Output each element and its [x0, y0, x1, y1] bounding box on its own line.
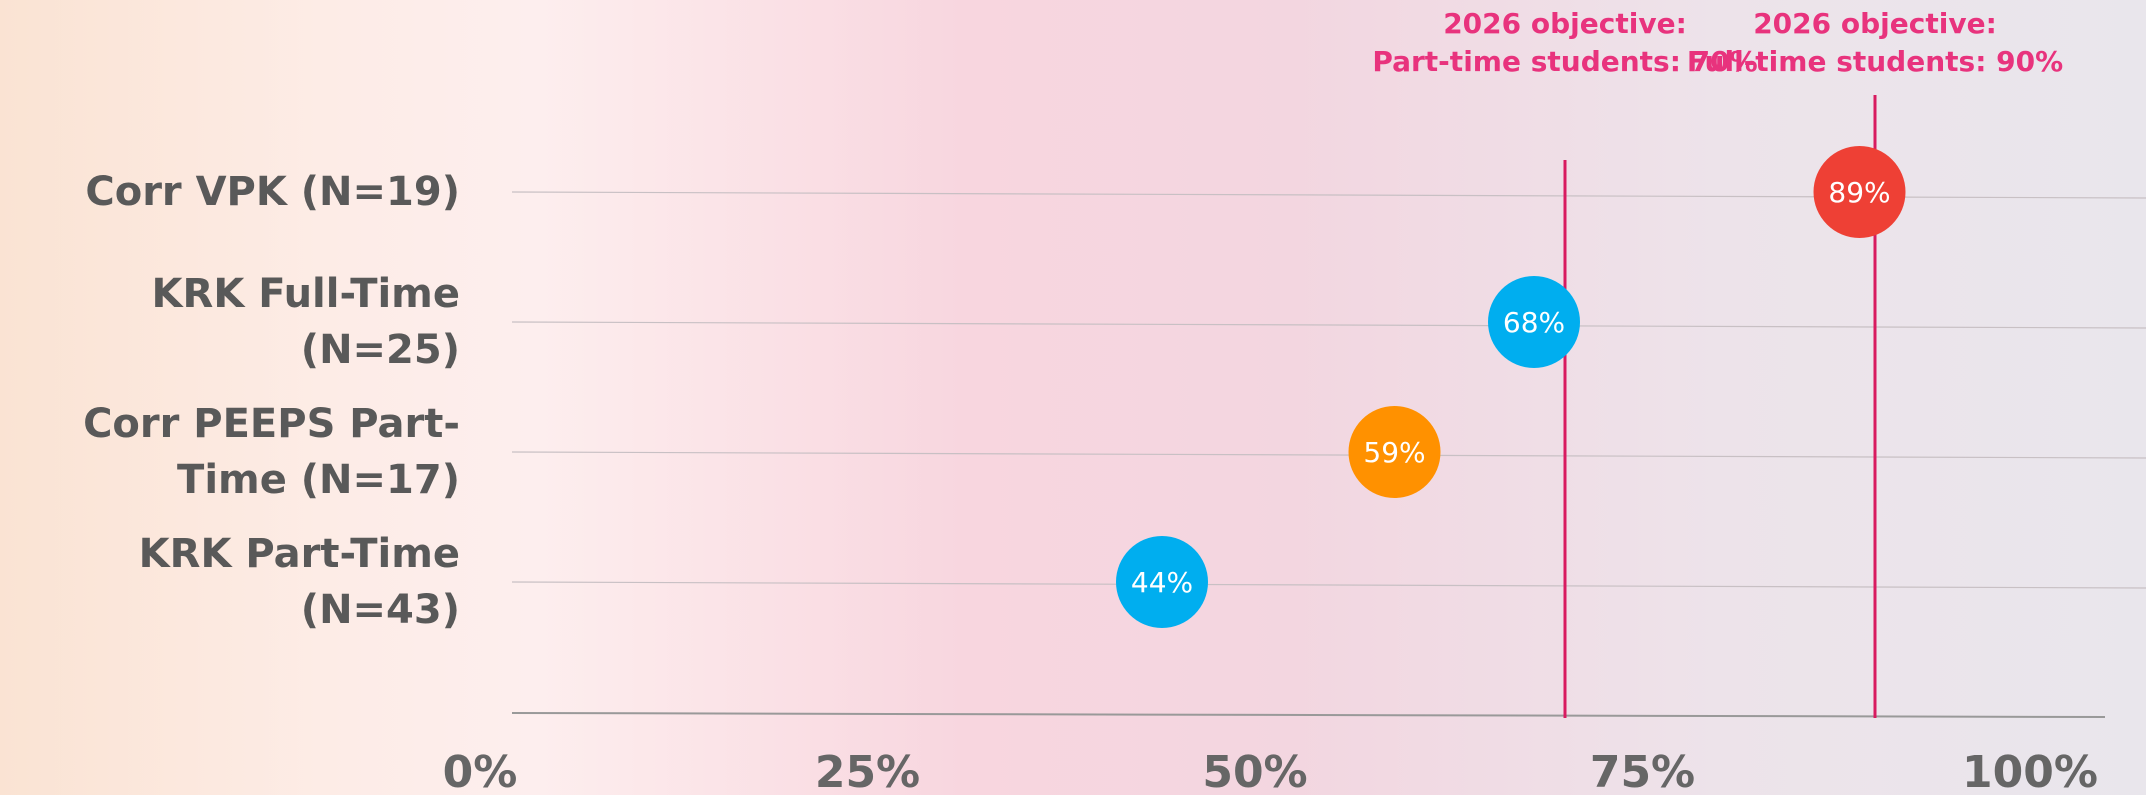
value-label: 44% [1131, 566, 1193, 599]
x-tick-label: 75% [1590, 747, 1695, 795]
category-label: Corr VPK (N=19) [85, 169, 460, 215]
dot [1488, 276, 1580, 368]
dot [1348, 406, 1441, 498]
value-label: 89% [1828, 176, 1890, 209]
x-tick-label: 0% [443, 747, 518, 795]
reference-label: Full-time students: 90% [1687, 45, 2063, 78]
x-tick-label: 50% [1202, 747, 1307, 795]
dot [1813, 146, 1906, 238]
value-label: 59% [1363, 436, 1425, 469]
grid-line [511, 451, 2146, 459]
category-label: KRK Full-Time (N=25) [151, 271, 460, 373]
reference-label: 2026 objective: [1753, 7, 1997, 40]
x-axis [511, 712, 2106, 718]
category-label: Corr PEEPS Part-Time (N=17) [83, 401, 460, 503]
reference-label: Part-time students: 70% [1372, 45, 1757, 78]
category-label: KRK Part-Time (N=43) [138, 531, 460, 633]
x-tick-label: 100% [1962, 747, 2098, 795]
value-label: 68% [1503, 306, 1565, 339]
grid-line [511, 321, 2146, 329]
grid-line [511, 581, 2146, 589]
x-tick-label: 25% [815, 747, 920, 795]
dot [1116, 536, 1208, 628]
reference-label: 2026 objective: [1443, 7, 1687, 40]
